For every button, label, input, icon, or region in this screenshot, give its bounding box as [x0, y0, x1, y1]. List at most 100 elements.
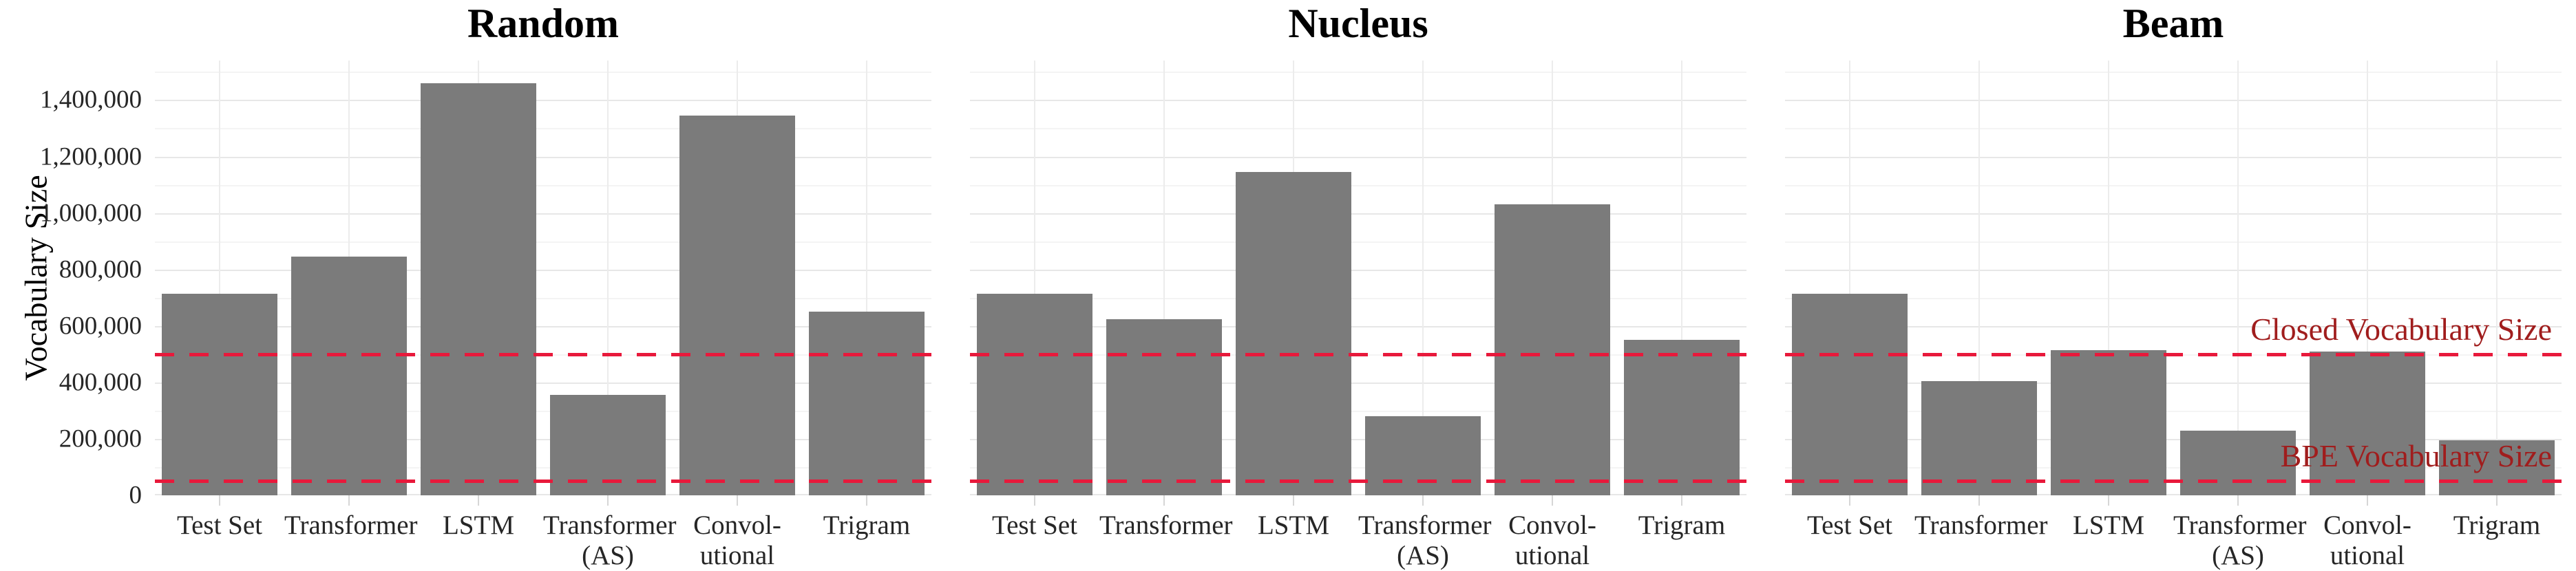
y-tick-label: 200,000 — [59, 424, 142, 453]
x-tick-label-line: utional — [699, 541, 775, 570]
x-axis-tick — [1681, 495, 1682, 506]
gridline-horizontal-major — [1785, 382, 2562, 384]
x-axis-tick — [1552, 495, 1553, 506]
x-tick-label-line: Test Set — [1806, 510, 1892, 540]
bar-beam-convol-utional — [2310, 351, 2425, 495]
bar-random-lstm — [421, 83, 536, 495]
x-tick-label-convol-utional: Convol-utional — [2303, 510, 2432, 571]
y-tick-label: 800,000 — [59, 255, 142, 284]
x-tick-label-convol-utional: Convol-utional — [673, 510, 802, 571]
x-tick-label-test-set: Test Set — [970, 510, 1099, 541]
panel-title-random: Random — [467, 1, 620, 46]
x-tick-label-transformer-as: Transformer (AS) — [1358, 510, 1492, 571]
reference-line-bpe-vocabulary-size — [1785, 480, 2562, 484]
x-tick-label-line: (AS) — [1397, 541, 1449, 570]
x-axis-tick — [1034, 495, 1035, 506]
gridline-vertical — [1422, 61, 1424, 495]
bar-nucleus-convol-utional — [1495, 204, 1610, 495]
gridline-horizontal-minor — [970, 297, 1746, 299]
gridline-horizontal-minor — [1785, 72, 2562, 74]
x-axis-tick — [1422, 495, 1424, 506]
gridline-horizontal-major — [1785, 438, 2562, 440]
gridline-horizontal-major — [970, 269, 1746, 271]
y-tick-label: 1,200,000 — [40, 142, 142, 171]
x-tick-label-test-set: Test Set — [155, 510, 284, 541]
x-tick-label-line: Transformer — [284, 510, 418, 540]
x-tick-label-transformer: Transformer — [1099, 510, 1233, 541]
bar-nucleus-lstm — [1236, 172, 1351, 495]
x-tick-label-transformer: Transformer — [284, 510, 418, 541]
gridline-horizontal-major — [155, 213, 931, 215]
x-tick-label-transformer-as: Transformer (AS) — [2173, 510, 2307, 571]
gridline-horizontal-minor — [155, 184, 931, 186]
panel-random — [155, 61, 931, 506]
gridline-horizontal-major — [970, 382, 1746, 384]
gridline-horizontal-major — [155, 325, 931, 327]
bar-random-transformer-as — [550, 395, 666, 495]
x-tick-label-transformer: Transformer — [1914, 510, 2048, 541]
gridline-vertical — [1163, 61, 1165, 495]
x-tick-label-line: (AS) — [582, 541, 634, 570]
x-tick-label-lstm: LSTM — [1229, 510, 1358, 541]
x-tick-label-line: Convol- — [1508, 510, 1596, 540]
gridline-horizontal-minor — [155, 297, 931, 299]
x-axis-tick — [1163, 495, 1165, 506]
gridline-horizontal-major — [155, 100, 931, 102]
reference-line-bpe-vocabulary-size — [155, 480, 931, 484]
gridline-horizontal-major — [970, 438, 1746, 440]
gridline-horizontal-minor — [970, 128, 1746, 130]
x-tick-label-line: Trigram — [2453, 510, 2541, 540]
gridline-horizontal-minor — [1785, 410, 2562, 412]
reference-line-closed-vocabulary-size — [970, 352, 1746, 356]
gridline-horizontal-major — [970, 156, 1746, 158]
x-tick-label-line: Transformer — [2173, 510, 2307, 540]
x-axis-tick — [1978, 495, 1980, 506]
x-tick-label-line: Transformer — [543, 510, 677, 540]
gridline-horizontal-major — [970, 100, 1746, 102]
x-tick-label-line: (AS) — [2212, 541, 2264, 570]
x-tick-label-transformer-as: Transformer (AS) — [543, 510, 677, 571]
gridline-horizontal-minor — [1785, 184, 2562, 186]
gridline-horizontal-major — [1785, 269, 2562, 271]
bar-nucleus-transformer-as — [1365, 416, 1481, 495]
x-axis-tick — [2108, 495, 2109, 506]
gridline-horizontal-major — [155, 156, 931, 158]
gridline-vertical — [2496, 61, 2498, 495]
x-tick-label-line: Test Set — [176, 510, 262, 540]
gridline-horizontal-major — [1785, 494, 2562, 495]
gridline-vertical — [866, 61, 867, 495]
x-tick-label-lstm: LSTM — [414, 510, 543, 541]
gridline-vertical — [2108, 61, 2109, 495]
gridline-horizontal-minor — [155, 128, 931, 130]
gridline-horizontal-major — [155, 494, 931, 495]
x-tick-label-line: LSTM — [2072, 510, 2144, 540]
gridline-vertical — [1034, 61, 1035, 495]
gridline-horizontal-minor — [1785, 297, 2562, 299]
x-axis-tick — [348, 495, 350, 506]
gridline-horizontal-major — [1785, 100, 2562, 102]
x-axis-tick — [219, 495, 220, 506]
gridline-horizontal-major — [970, 494, 1746, 495]
panel-title-beam: Beam — [2122, 1, 2224, 46]
gridline-horizontal-minor — [970, 410, 1746, 412]
bar-beam-test-set — [1792, 293, 1908, 495]
x-axis-tick — [737, 495, 738, 506]
reference-label-bpe-vocabulary-size: BPE Vocabulary Size — [2280, 438, 2552, 474]
x-tick-label-line: utional — [1514, 541, 1590, 570]
x-tick-label-line: utional — [2330, 541, 2405, 570]
gridline-horizontal-major — [155, 382, 931, 384]
reference-line-closed-vocabulary-size — [1785, 352, 2562, 356]
x-tick-label-line: Convol- — [2323, 510, 2411, 540]
gridline-horizontal-minor — [1785, 128, 2562, 130]
x-axis-tick — [478, 495, 479, 506]
gridline-horizontal-minor — [155, 241, 931, 243]
x-tick-label-line: Transformer — [1358, 510, 1492, 540]
x-axis-tick — [2367, 495, 2368, 506]
reference-label-closed-vocabulary-size: Closed Vocabulary Size — [2250, 311, 2552, 347]
y-axis-tick-labels: 0 200,000 400,000 600,000 800,000 1,000,000 1,… — [0, 0, 142, 570]
gridline-horizontal-minor — [155, 72, 931, 74]
gridline-vertical — [607, 61, 609, 495]
bar-beam-transformer-as — [2180, 430, 2296, 495]
gridline-horizontal-major — [1785, 325, 2562, 327]
